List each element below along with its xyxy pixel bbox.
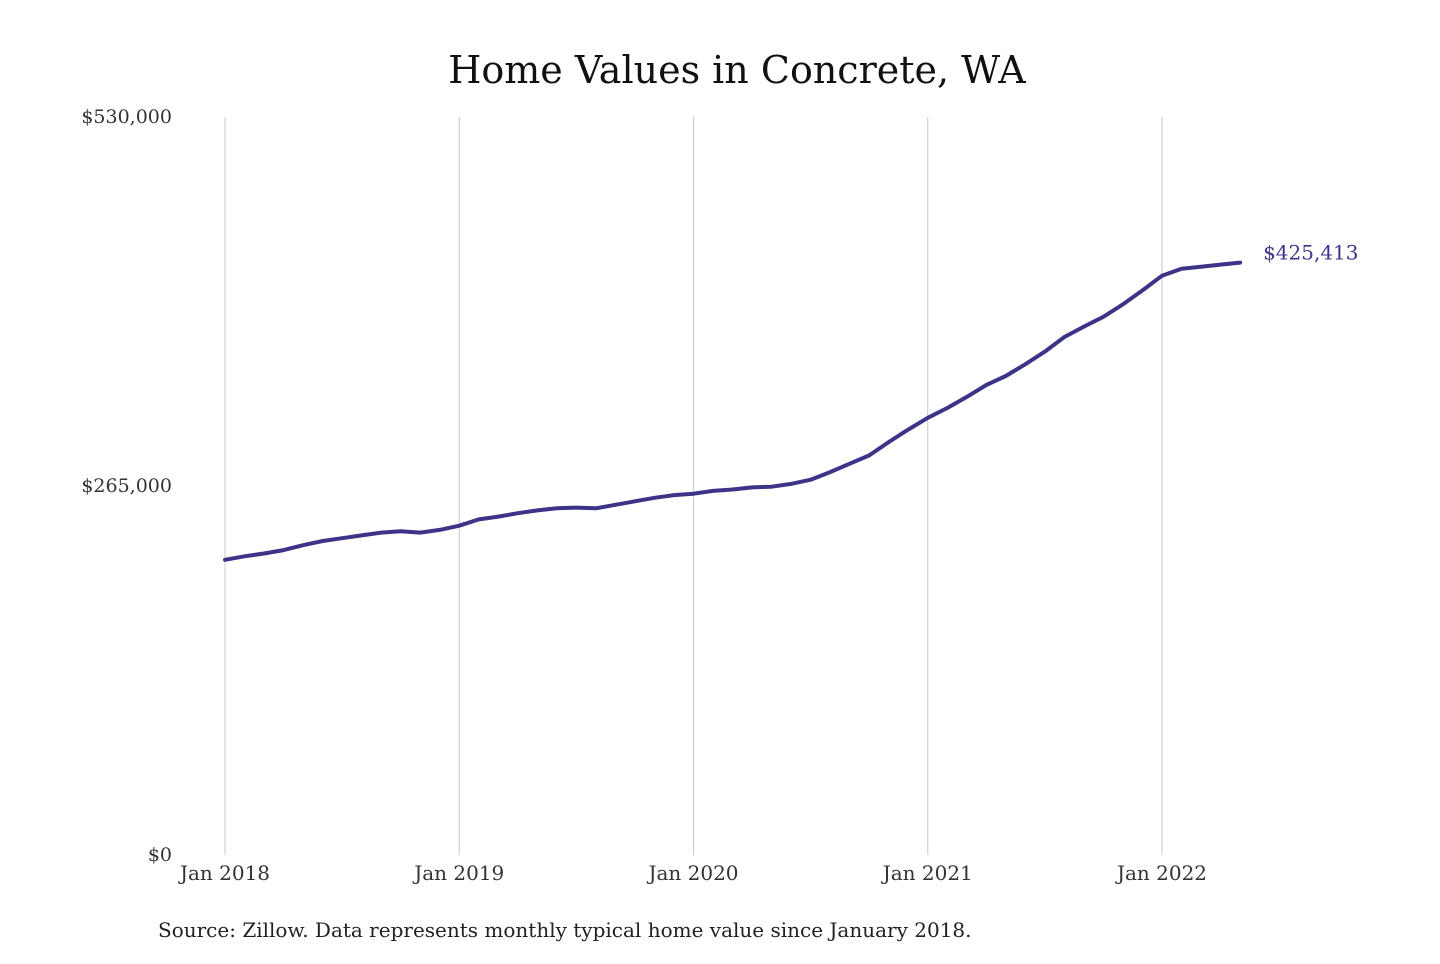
x-tick-label: Jan 2022 (1115, 861, 1207, 885)
chart-title: Home Values in Concrete, WA (448, 48, 1026, 92)
series-end-value-label: $425,413 (1263, 241, 1358, 265)
y-tick-label: $0 (148, 844, 172, 866)
gridlines (224, 117, 1163, 855)
x-tick-label: Jan 2018 (178, 861, 270, 885)
series-layer (223, 260, 1243, 562)
y-axis-tick-labels: $0 $265,000 $530,000 (81, 106, 172, 866)
x-tick-label: Jan 2021 (881, 861, 973, 885)
source-note: Source: Zillow. Data represents monthly … (158, 918, 972, 942)
y-tick-label: $265,000 (81, 475, 172, 497)
y-tick-label: $530,000 (81, 106, 172, 128)
x-tick-label: Jan 2020 (646, 861, 738, 885)
series-line-home-values (223, 260, 1243, 562)
x-tick-label: Jan 2019 (412, 861, 504, 885)
x-axis-tick-labels: Jan 2018 Jan 2019 Jan 2020 Jan 2021 Jan 2022 (178, 861, 1207, 885)
